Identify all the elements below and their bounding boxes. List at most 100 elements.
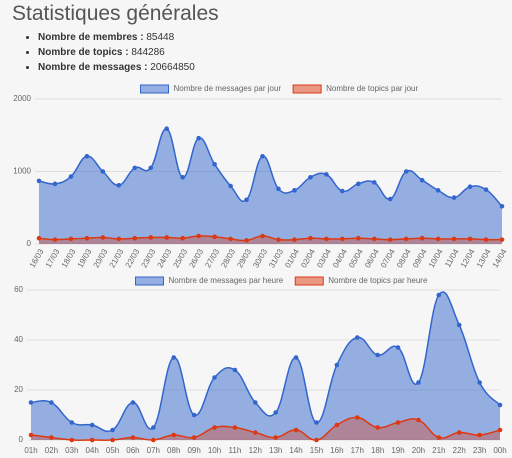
point (371, 180, 377, 185)
point (84, 153, 90, 159)
point (110, 437, 115, 443)
x-tick-label: 28/03 (219, 247, 237, 269)
point (483, 187, 489, 192)
point (293, 427, 299, 433)
point (435, 236, 441, 242)
x-tick-label: 21/03 (108, 247, 126, 269)
stat-label: Nombre de topics : (38, 47, 129, 58)
point (293, 355, 299, 360)
point (340, 188, 345, 194)
point (334, 362, 340, 368)
x-tick-label: 10/04 (427, 247, 445, 269)
stats-list: Nombre de membres : 85448 Nombre de topi… (24, 30, 195, 75)
point (334, 422, 340, 428)
point (116, 236, 122, 242)
x-tick-label: 03h (65, 446, 78, 455)
x-tick-label: 23h (473, 446, 486, 455)
point (116, 182, 122, 188)
point (483, 237, 489, 242)
point (497, 402, 503, 408)
legend-label: Nombre de topics par jour (326, 84, 418, 93)
x-tick-label: 20h (412, 446, 425, 455)
point (499, 204, 505, 209)
x-tick-label: 09h (187, 446, 200, 455)
x-tick-label: 24/03 (155, 247, 173, 269)
point (132, 235, 138, 241)
point (132, 165, 138, 171)
point (52, 237, 58, 242)
point (232, 425, 238, 430)
x-tick-label: 19/03 (76, 247, 94, 269)
x-tick-label: 02/04 (299, 247, 317, 269)
y-tick-label: 20 (14, 385, 23, 394)
point (244, 197, 249, 203)
point (499, 237, 505, 242)
point (416, 417, 421, 423)
x-tick-label: 12h (249, 446, 262, 455)
point (324, 236, 329, 242)
point (456, 430, 462, 435)
x-tick-label: 07/04 (379, 247, 397, 269)
legend-swatch (294, 276, 324, 286)
point (340, 236, 345, 242)
point (477, 432, 482, 438)
point (191, 435, 197, 440)
point (436, 292, 442, 298)
x-tick-label: 17/03 (44, 247, 62, 269)
x-tick-label: 21h (432, 446, 445, 455)
x-tick-label: 08h (167, 446, 180, 455)
point (387, 196, 393, 202)
point (253, 430, 258, 435)
x-tick-label: 00h (493, 446, 506, 455)
point (69, 437, 75, 443)
point (354, 415, 360, 420)
point (180, 235, 185, 241)
x-tick-label: 22h (453, 446, 466, 455)
x-tick-label: 02h (45, 446, 58, 455)
point (180, 175, 185, 180)
x-tick-label: 04h (85, 446, 98, 455)
x-tick-label: 18/03 (60, 247, 78, 269)
stat: Nombre de messages : 20664850 (38, 60, 195, 75)
point (375, 352, 380, 358)
x-tick-label: 01/04 (283, 247, 301, 269)
point (292, 237, 297, 242)
point (387, 237, 393, 242)
point (403, 169, 409, 174)
y-tick-label: 60 (14, 285, 23, 294)
legend-swatch (140, 84, 169, 94)
legend-swatch (135, 276, 164, 286)
point (451, 195, 457, 200)
x-tick-label: 13/04 (475, 247, 493, 269)
point (435, 188, 441, 193)
point (436, 435, 442, 440)
point (212, 425, 217, 430)
y-tick-label: 1000 (13, 167, 31, 176)
point (324, 172, 329, 177)
point (151, 425, 156, 430)
stat-value: 85448 (146, 32, 175, 43)
point (130, 435, 136, 440)
x-tick-label: 20/03 (92, 247, 110, 269)
x-tick-label: 03/04 (315, 247, 333, 269)
stat-value: 20664850 (150, 62, 195, 73)
x-tick-label: 06h (126, 446, 139, 455)
x-tick-label: 05/04 (347, 247, 365, 269)
x-tick-label: 09/04 (411, 247, 429, 269)
point (273, 410, 278, 415)
x-tick-label: 19h (391, 446, 404, 455)
x-tick-label: 29/03 (235, 247, 253, 269)
point (148, 235, 154, 240)
point (28, 400, 34, 405)
x-tick-label: 08/04 (395, 247, 413, 269)
area (39, 128, 502, 244)
x-tick-label: 14/04 (491, 247, 509, 269)
area (31, 417, 500, 441)
point (49, 400, 54, 405)
x-tick-label: 04/04 (331, 247, 349, 269)
x-tick-label: 31/03 (267, 247, 285, 269)
point (276, 186, 281, 192)
point (228, 183, 233, 189)
